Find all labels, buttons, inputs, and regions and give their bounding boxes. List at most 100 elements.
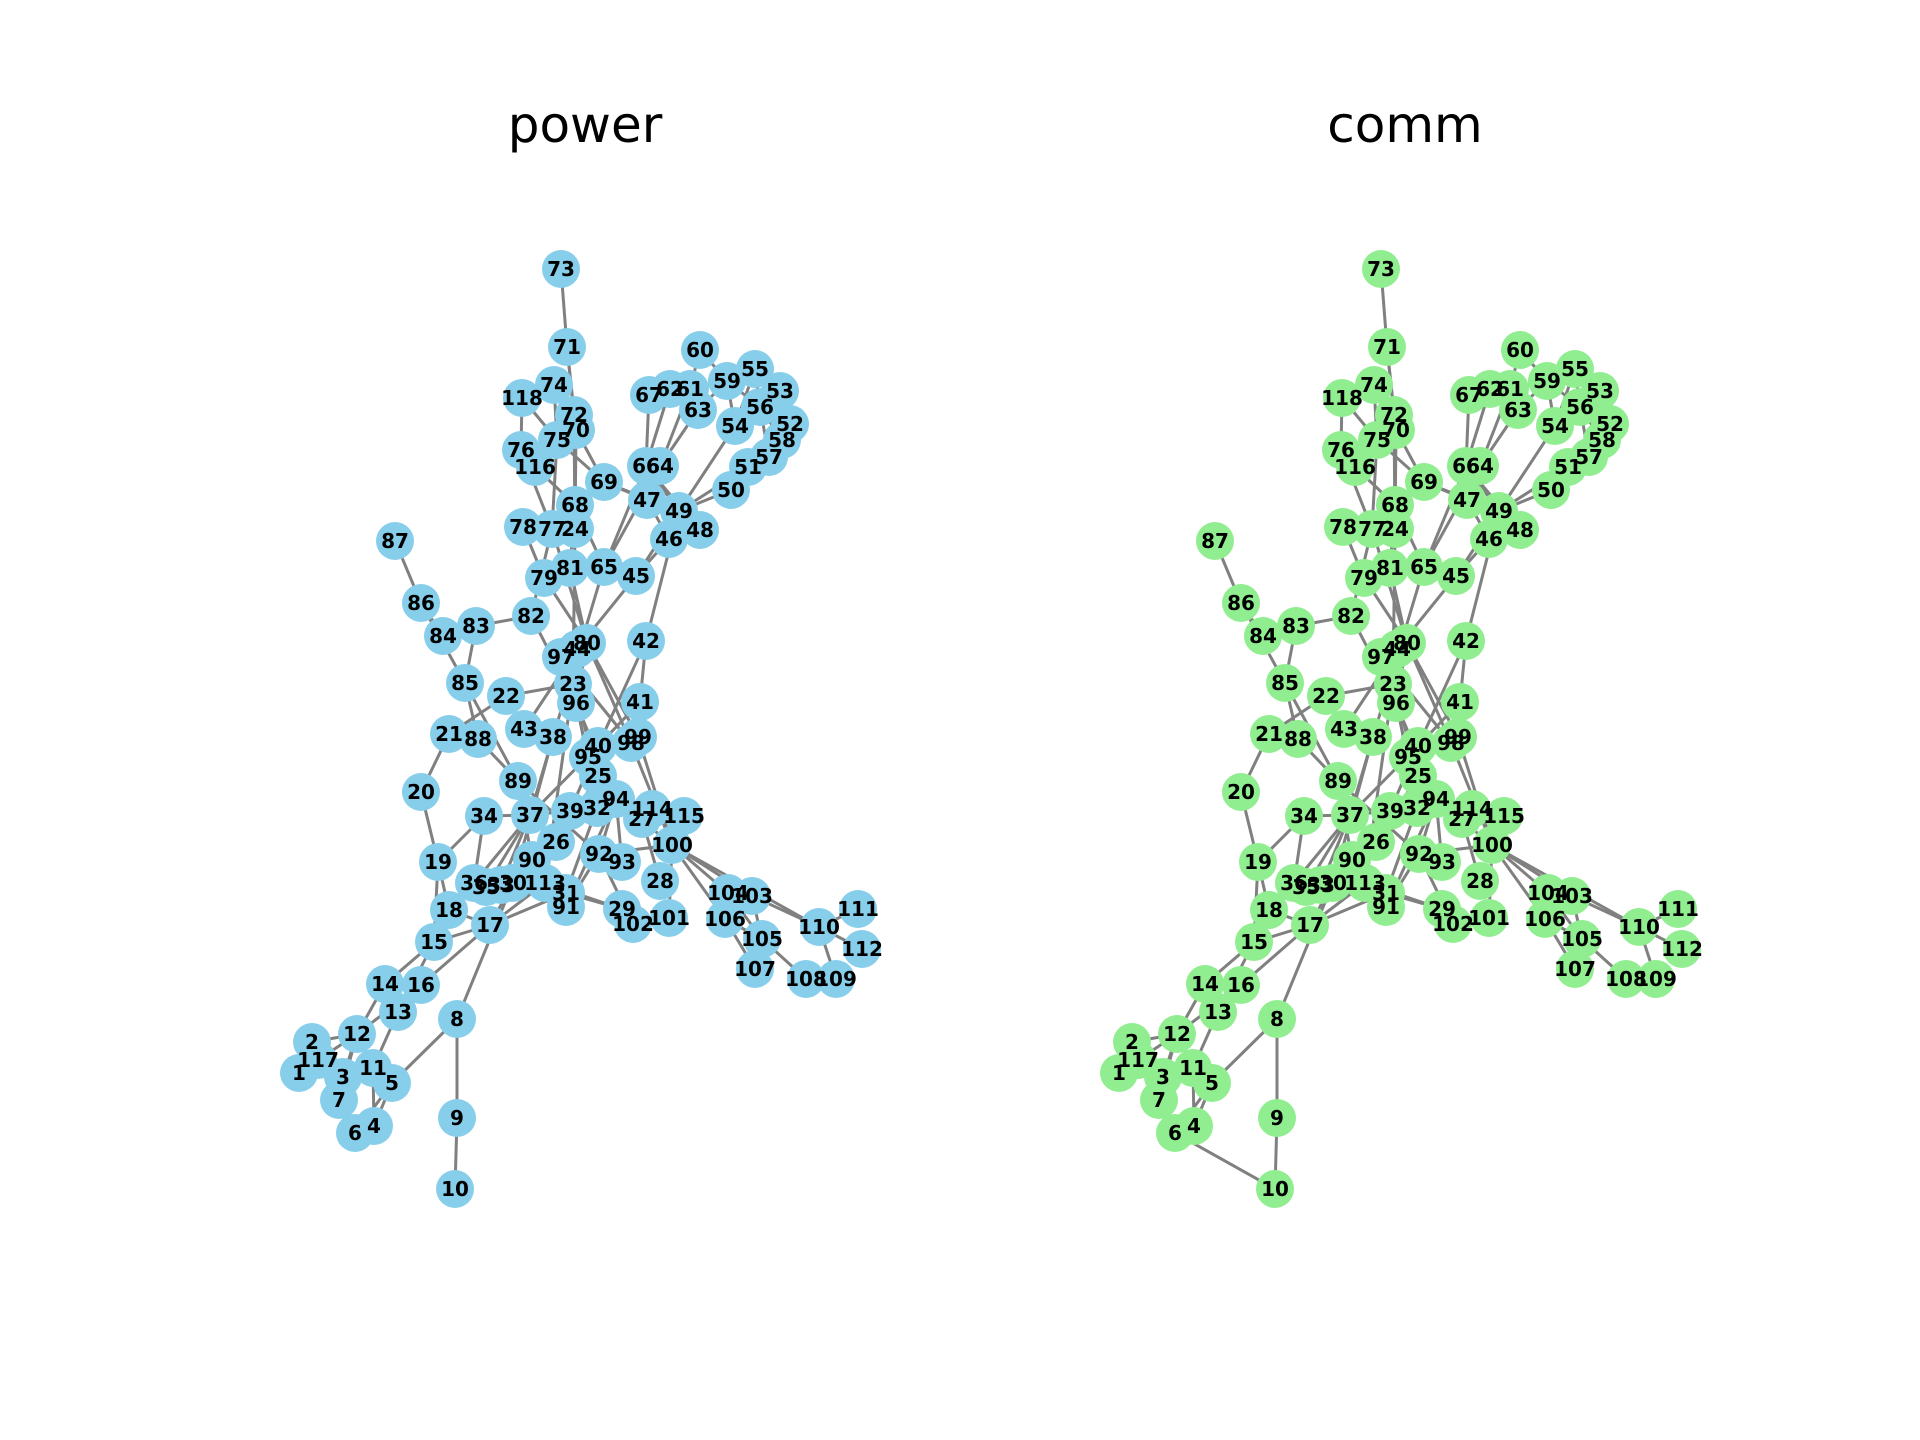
node-112 — [843, 930, 881, 968]
node-106 — [706, 900, 744, 938]
node-label-10: 10 — [1261, 1177, 1289, 1201]
node-label-87: 87 — [381, 529, 409, 553]
node-label-89: 89 — [1324, 769, 1352, 793]
node-label-58: 58 — [1588, 428, 1616, 452]
node-59 — [708, 362, 746, 400]
node-52 — [771, 405, 809, 443]
node-label-38: 38 — [539, 725, 567, 749]
node-label-46: 46 — [1475, 527, 1503, 551]
node-label-40: 40 — [1404, 734, 1432, 758]
node-label-72: 72 — [560, 403, 588, 427]
node-label-11: 11 — [1179, 1056, 1207, 1080]
node-label-36: 36 — [1280, 871, 1308, 895]
node-label-7: 7 — [332, 1088, 346, 1112]
node-label-93: 93 — [608, 850, 636, 874]
node-label-75: 75 — [543, 428, 571, 452]
node-label-90: 90 — [518, 848, 546, 872]
node-label-8: 8 — [1270, 1007, 1284, 1031]
node-label-84: 84 — [1249, 624, 1277, 648]
node-label-72: 72 — [1380, 403, 1408, 427]
node-label-47: 47 — [633, 488, 661, 512]
node-label-41: 41 — [1446, 690, 1474, 714]
node-label-99: 99 — [1444, 725, 1472, 749]
node-label-15: 15 — [1240, 930, 1268, 954]
node-label-45: 45 — [1442, 564, 1470, 588]
node-14 — [366, 965, 404, 1003]
node-label-3: 3 — [1156, 1065, 1170, 1089]
node-label-27: 27 — [628, 807, 656, 831]
node-label-117: 117 — [1117, 1048, 1159, 1072]
node-label-61: 61 — [676, 377, 704, 401]
node-85 — [1266, 664, 1304, 702]
panel-title-power: power — [507, 96, 663, 154]
node-111 — [1659, 890, 1697, 928]
node-label-99: 99 — [624, 725, 652, 749]
node-label-55: 55 — [1561, 357, 1589, 381]
node-96 — [557, 684, 595, 722]
node-label-80: 80 — [1393, 631, 1421, 655]
node-9 — [438, 1099, 476, 1137]
node-label-91: 91 — [552, 895, 580, 919]
node-label-2: 2 — [1125, 1030, 1139, 1054]
node-label-109: 109 — [1635, 967, 1677, 991]
node-4 — [355, 1107, 393, 1145]
node-label-65: 65 — [590, 555, 618, 579]
node-label-71: 71 — [553, 335, 581, 359]
node-label-29: 29 — [1428, 897, 1456, 921]
node-label-113: 113 — [524, 871, 566, 895]
node-93 — [1423, 843, 1461, 881]
node-label-63: 63 — [684, 398, 712, 422]
node-label-84: 84 — [429, 624, 457, 648]
node-label-108: 108 — [785, 967, 827, 991]
node-label-2: 2 — [305, 1030, 319, 1054]
node-label-83: 83 — [462, 614, 490, 638]
node-73 — [542, 250, 580, 288]
edge-8-30 — [455, 882, 515, 1020]
node-60 — [1501, 331, 1539, 369]
node-24 — [556, 510, 594, 548]
node-label-106: 106 — [704, 907, 746, 931]
node-74 — [1355, 366, 1393, 404]
node-label-118: 118 — [501, 386, 543, 410]
node-59 — [1528, 362, 1566, 400]
node-label-69: 69 — [590, 470, 618, 494]
node-label-12: 12 — [343, 1022, 371, 1046]
node-81 — [1371, 549, 1409, 587]
node-16 — [402, 966, 440, 1004]
node-label-79: 79 — [1350, 566, 1378, 590]
node-label-95: 95 — [574, 745, 602, 769]
node-116 — [1336, 448, 1374, 486]
node-label-37: 37 — [516, 803, 544, 827]
node-label-111: 111 — [837, 897, 879, 921]
node-label-85: 85 — [1271, 671, 1299, 695]
panel-title-comm: comm — [1327, 96, 1483, 154]
node-label-24: 24 — [1381, 517, 1409, 541]
node-label-9: 9 — [1270, 1106, 1284, 1130]
node-label-52: 52 — [1596, 412, 1624, 436]
node-label-77: 77 — [1358, 517, 1386, 541]
node-label-67: 67 — [635, 383, 663, 407]
node-42 — [1447, 622, 1485, 660]
node-43 — [505, 710, 543, 748]
node-15 — [1235, 923, 1273, 961]
node-label-45: 45 — [622, 564, 650, 588]
node-label-4: 4 — [367, 1114, 381, 1138]
node-label-97: 97 — [547, 645, 575, 669]
node-label-29: 29 — [608, 897, 636, 921]
node-84 — [1244, 617, 1282, 655]
node-89 — [1319, 762, 1357, 800]
node-label-16: 16 — [1227, 973, 1255, 997]
node-label-33: 33 — [487, 873, 515, 897]
node-71 — [1368, 328, 1406, 366]
node-108 — [1607, 960, 1645, 998]
node-label-98: 98 — [617, 731, 645, 755]
node-103 — [733, 877, 771, 915]
node-label-108: 108 — [1605, 967, 1647, 991]
node-45 — [617, 557, 655, 595]
node-label-74: 74 — [540, 373, 568, 397]
node-label-70: 70 — [562, 418, 590, 442]
node-label-105: 105 — [741, 927, 783, 951]
node-label-5: 5 — [385, 1071, 399, 1095]
node-label-82: 82 — [517, 604, 545, 628]
